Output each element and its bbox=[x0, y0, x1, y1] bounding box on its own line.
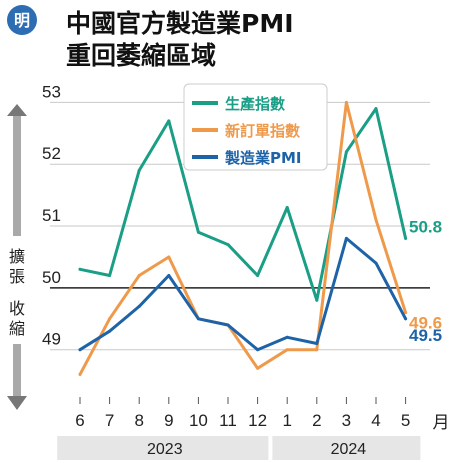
data-point bbox=[137, 274, 141, 277]
data-point bbox=[374, 218, 378, 222]
y-tick-label: 50 bbox=[42, 268, 61, 287]
data-point bbox=[108, 274, 112, 277]
data-point bbox=[167, 255, 171, 259]
data-point bbox=[315, 342, 319, 345]
year-label-2024: 2024 bbox=[331, 441, 367, 458]
data-point bbox=[167, 119, 171, 123]
chart-title: 中國官方製造業PMI bbox=[66, 9, 294, 38]
x-tick-label: 6 bbox=[75, 411, 84, 430]
series-line-2 bbox=[78, 236, 408, 352]
arrow-up-icon bbox=[7, 104, 27, 116]
x-tick-label: 4 bbox=[371, 411, 380, 430]
y-tick-label: 53 bbox=[42, 82, 61, 101]
x-tick-label: 3 bbox=[342, 411, 351, 430]
data-point bbox=[404, 236, 408, 240]
legend-label-1: 新訂單指數 bbox=[225, 122, 300, 140]
year-band-2023 bbox=[57, 436, 269, 460]
data-point bbox=[344, 236, 348, 240]
arrow-up-shaft bbox=[13, 116, 21, 236]
x-tick-label: 8 bbox=[134, 411, 143, 430]
legend-label-0: 生產指數 bbox=[225, 95, 285, 113]
data-point bbox=[226, 323, 230, 327]
data-point bbox=[404, 311, 408, 315]
x-tick-label: 12 bbox=[248, 411, 267, 430]
data-point bbox=[78, 348, 82, 352]
expansion-label-2: 張 bbox=[9, 267, 25, 286]
data-point bbox=[226, 243, 230, 247]
data-point bbox=[108, 329, 112, 333]
data-point bbox=[256, 348, 260, 352]
series-lines bbox=[78, 100, 408, 376]
data-point bbox=[374, 261, 378, 265]
x-tick-label: 7 bbox=[105, 411, 114, 430]
y-tick-label: 51 bbox=[42, 206, 61, 225]
y-axis: 49 50 51 52 53 bbox=[42, 82, 61, 348]
year-band-2024 bbox=[272, 436, 421, 460]
badge-icon bbox=[7, 5, 37, 35]
arrow-down-shaft bbox=[13, 344, 21, 396]
data-point bbox=[256, 366, 260, 370]
badge-label: 明 bbox=[14, 11, 30, 30]
data-point bbox=[78, 372, 82, 376]
data-point bbox=[315, 348, 319, 352]
data-point bbox=[167, 274, 171, 277]
expansion-label-1: 擴 bbox=[9, 247, 25, 266]
x-tick-label: 2 bbox=[312, 411, 321, 430]
legend-box bbox=[183, 83, 328, 171]
data-point bbox=[196, 230, 200, 234]
arrow-down-icon bbox=[7, 396, 27, 410]
data-point bbox=[344, 100, 348, 104]
side-indicator: 擴 張 收 縮 bbox=[7, 104, 27, 410]
x-tick-label: 11 bbox=[219, 411, 237, 430]
contraction-label-1: 收 bbox=[9, 299, 25, 318]
x-tick-label: 5 bbox=[401, 411, 410, 430]
series-line-1 bbox=[78, 100, 408, 376]
data-point bbox=[404, 317, 408, 321]
data-point bbox=[196, 317, 200, 321]
data-point bbox=[285, 348, 289, 352]
data-point bbox=[137, 304, 141, 308]
data-point bbox=[285, 206, 289, 209]
series-line-0 bbox=[78, 107, 408, 302]
end-label-1: 49.6 bbox=[409, 314, 442, 333]
x-tick-label: 10 bbox=[189, 411, 208, 430]
x-tick-label: 9 bbox=[164, 411, 173, 430]
data-point bbox=[137, 168, 141, 172]
x-tick-label: 1 bbox=[282, 411, 291, 430]
end-label-2: 49.5 bbox=[409, 326, 442, 345]
data-point bbox=[315, 298, 319, 302]
y-tick-label: 49 bbox=[42, 330, 61, 349]
data-point bbox=[108, 317, 112, 321]
y-tick-label: 52 bbox=[42, 144, 61, 163]
data-point bbox=[374, 107, 378, 111]
data-point bbox=[285, 335, 289, 339]
data-point bbox=[256, 274, 260, 277]
x-unit-label: 月 bbox=[433, 413, 450, 432]
contraction-label-2: 縮 bbox=[9, 319, 25, 338]
end-labels: 50.8 49.649.5 bbox=[409, 217, 442, 344]
chart-subtitle: 重回萎縮區域 bbox=[66, 41, 216, 70]
year-label-2023: 2023 bbox=[147, 441, 183, 458]
data-point bbox=[344, 150, 348, 154]
data-point bbox=[78, 267, 82, 271]
header: 明 中國官方製造業PMI 重回萎縮區域 bbox=[7, 5, 294, 70]
legend-label-2: 製造業PMI bbox=[224, 149, 302, 167]
end-label-0: 50.8 bbox=[409, 217, 442, 236]
